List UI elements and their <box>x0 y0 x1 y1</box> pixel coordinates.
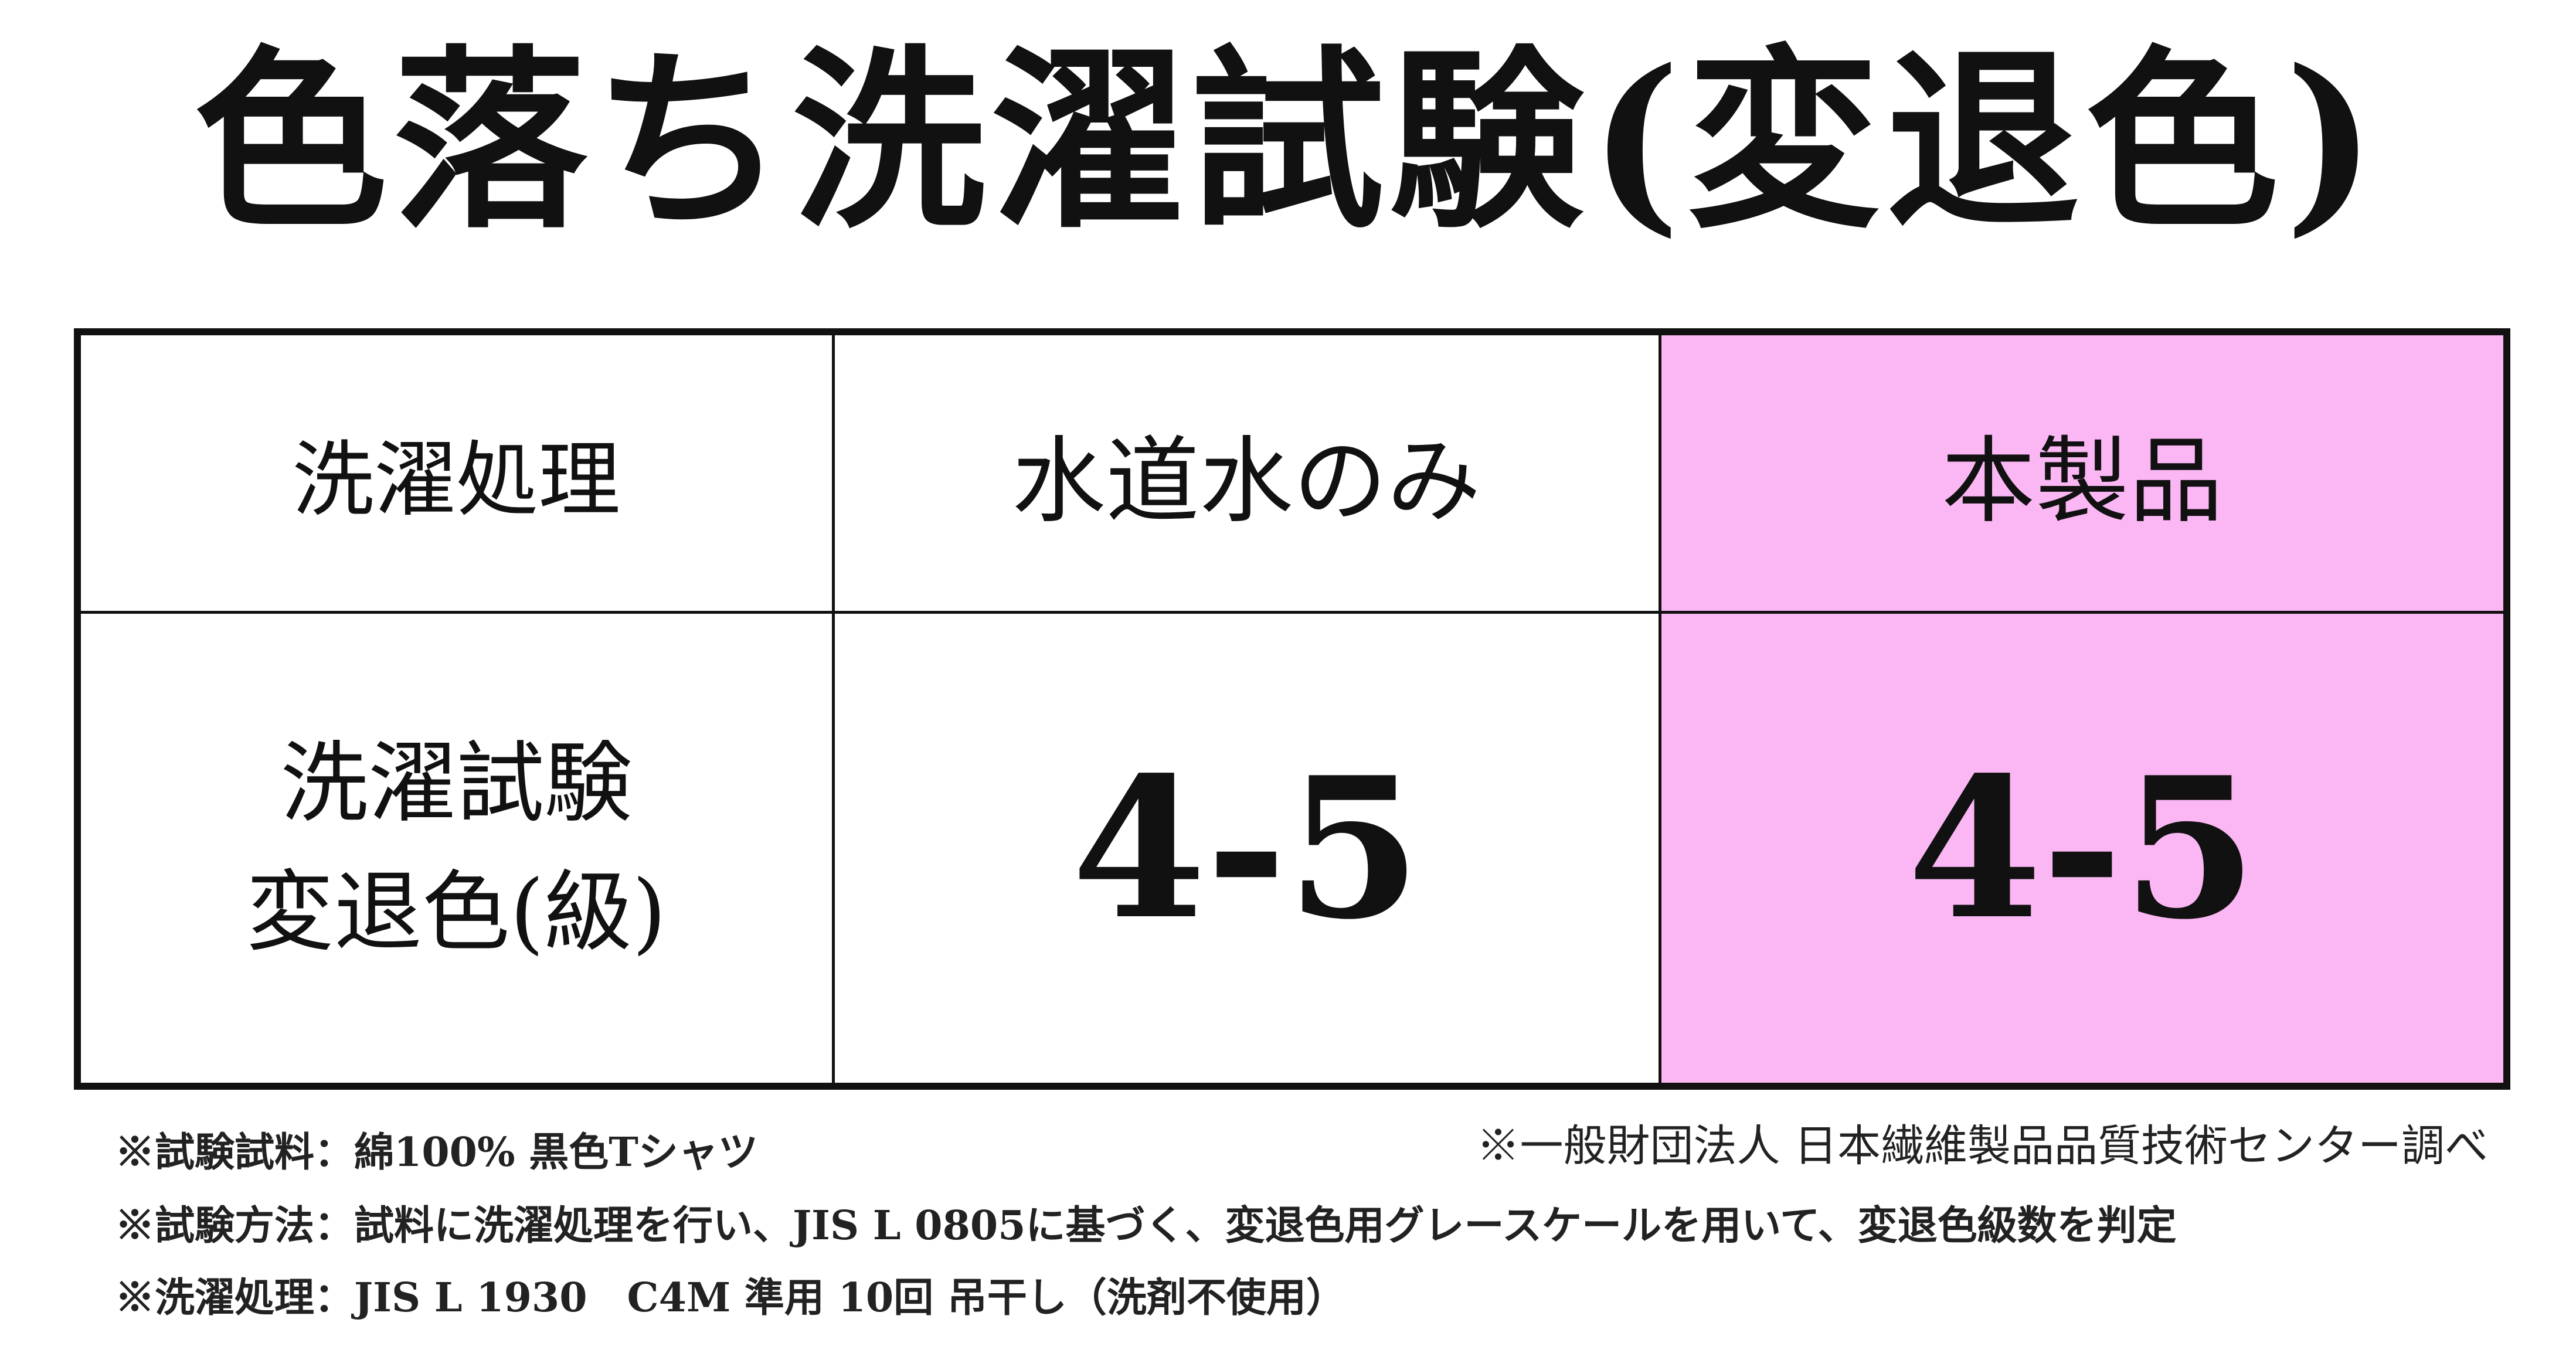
note-method: ※試験方法：試料に洗濯処理を行い、JIS L 0805に基づく、変退色用グレース… <box>115 1202 2177 1249</box>
row-label-line1: 洗濯試験 <box>280 733 633 835</box>
header-tap-water: 水道水のみ <box>831 330 1661 614</box>
value-product: 4-5 <box>1658 611 2509 1088</box>
table-header-row: 洗濯処理 水道水のみ 本製品 <box>76 330 2509 614</box>
row-label-line2: 変退色(級) <box>246 862 667 964</box>
page-title: 色落ち洗濯試験(変退色) <box>193 27 2383 254</box>
test-result-table: 洗濯処理 水道水のみ 本製品 洗濯試験 変退色(級) 4-5 4-5 <box>74 328 2510 1090</box>
value-tap-water: 4-5 <box>831 611 1661 1088</box>
row-label: 洗濯試験 変退色(級) <box>76 611 835 1088</box>
table-row: 洗濯試験 変退色(級) 4-5 4-5 <box>76 611 2509 1088</box>
note-treatment: ※洗濯処理：JIS L 1930 C4M 準用 10回 吊干し（洗剤不使用） <box>115 1274 1346 1321</box>
source-note: ※一般財団法人 日本繊維製品品質技術センター調べ <box>1476 1121 2488 1171</box>
header-treatment: 洗濯処理 <box>76 330 835 614</box>
note-sample: ※試験試料：綿100% 黒色Tシャツ <box>115 1129 758 1176</box>
header-product: 本製品 <box>1658 330 2509 614</box>
